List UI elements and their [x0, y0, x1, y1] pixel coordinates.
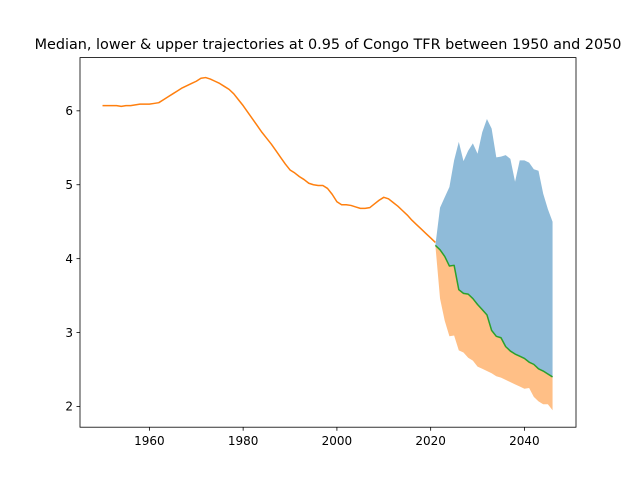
y-tick-label: 3 [65, 326, 73, 340]
y-tick-label: 6 [65, 104, 73, 118]
x-tick-label: 1960 [134, 434, 165, 448]
plot-frame [79, 57, 577, 428]
y-axis: 2 3 4 5 6 [65, 104, 80, 414]
chart-title: Median, lower & upper trajectories at 0.… [35, 37, 622, 53]
median-line [434, 244, 553, 378]
y-tick-label: 5 [65, 178, 73, 192]
y-tick-label: 4 [65, 252, 73, 266]
y-tick-label: 2 [65, 400, 73, 414]
upper-band [435, 118, 553, 377]
lower-band [435, 245, 553, 411]
x-axis: 1960 1980 2000 2020 2040 [134, 427, 540, 448]
x-tick-label: 2000 [322, 434, 353, 448]
x-tick-label: 2040 [509, 434, 540, 448]
x-tick-label: 2020 [415, 434, 446, 448]
trajectory-lines [102, 76, 553, 378]
confidence-bands [435, 118, 553, 411]
x-tick-label: 1980 [228, 434, 259, 448]
historical-line [102, 76, 436, 243]
